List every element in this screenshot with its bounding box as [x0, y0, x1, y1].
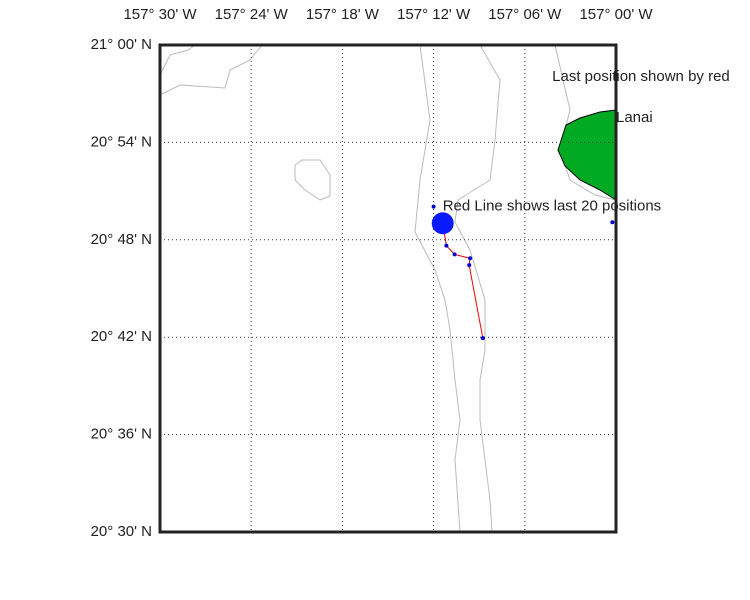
track-line — [442, 223, 484, 339]
contour — [454, 44, 501, 533]
contour — [294, 159, 331, 201]
map-layer — [160, 45, 616, 532]
annotation: Lanai — [616, 109, 653, 126]
contours — [159, 44, 617, 533]
contour — [414, 44, 461, 533]
y-tick-label: 20° 36' N — [91, 426, 152, 443]
x-tick-label: 157° 18' W — [306, 6, 380, 23]
y-tick-label: 21° 00' N — [91, 36, 152, 53]
annotation: Red Line shows last 20 positions — [443, 198, 661, 215]
position-point — [431, 204, 436, 209]
x-tick-label: 157° 24' W — [215, 6, 289, 23]
map-frame — [158, 43, 618, 534]
annotation: Last position shown by red — [552, 68, 730, 85]
lanai-island — [557, 109, 617, 201]
track-point — [444, 243, 449, 248]
y-tick-label: 20° 30' N — [91, 523, 152, 540]
x-tick-label: 157° 06' W — [488, 6, 562, 23]
track-point — [468, 256, 473, 261]
x-tick-label: 157° 00' W — [579, 6, 653, 23]
track-point — [467, 263, 472, 268]
y-tick-label: 20° 42' N — [91, 328, 152, 345]
contour — [159, 44, 196, 76]
x-tick-label: 157° 12' W — [397, 6, 471, 23]
x-tick-label: 157° 30' W — [123, 6, 197, 23]
last-position — [431, 212, 454, 235]
track-point — [452, 252, 457, 257]
contour — [159, 44, 263, 96]
y-tick-label: 20° 48' N — [91, 231, 152, 248]
y-tick-label: 20° 54' N — [91, 133, 152, 150]
track-point — [480, 336, 485, 341]
position-point — [610, 220, 615, 225]
